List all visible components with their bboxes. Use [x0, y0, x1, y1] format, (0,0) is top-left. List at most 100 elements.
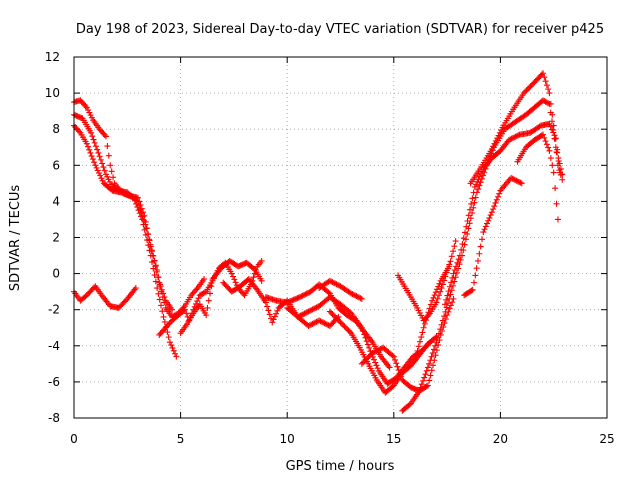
data-point [372, 348, 379, 355]
data-point [312, 319, 319, 326]
data-point [273, 310, 280, 317]
data-point [445, 288, 452, 295]
data-point [444, 300, 451, 307]
data-point [77, 97, 84, 104]
data-point [78, 98, 85, 105]
data-point [389, 352, 396, 359]
data-point [450, 248, 457, 255]
data-point [204, 304, 211, 311]
series-track-18 [467, 70, 566, 187]
data-point [493, 196, 500, 203]
data-point [363, 338, 370, 345]
data-point [470, 204, 477, 211]
data-point [552, 135, 559, 142]
data-point [309, 320, 316, 327]
data-point [466, 206, 473, 213]
data-point [427, 372, 434, 379]
data-point [97, 172, 104, 179]
data-point [496, 129, 503, 136]
data-point [494, 193, 501, 200]
data-point [81, 101, 88, 108]
data-point [454, 259, 461, 266]
data-point [515, 132, 522, 139]
data-point [208, 283, 215, 290]
data-point [513, 177, 520, 184]
data-point [329, 311, 336, 318]
data-point [83, 140, 90, 147]
data-point [139, 216, 146, 223]
data-point [333, 315, 340, 322]
data-point [342, 324, 349, 331]
data-point [554, 216, 561, 223]
data-point [132, 285, 139, 292]
data-point [524, 86, 531, 93]
data-point [474, 178, 481, 185]
data-point [266, 311, 273, 318]
data-point [345, 327, 352, 334]
data-point [346, 328, 353, 335]
data-point [492, 137, 499, 144]
data-point [511, 134, 518, 141]
data-point [305, 308, 312, 315]
data-point [317, 318, 324, 325]
data-point [469, 195, 476, 202]
data-point [396, 370, 403, 377]
data-point [469, 210, 476, 217]
data-point [435, 283, 442, 290]
data-point [475, 257, 482, 264]
data-point [373, 347, 380, 354]
x-tick-label: 5 [177, 432, 185, 446]
data-point [97, 127, 104, 134]
data-point [164, 329, 171, 336]
y-tick-label: -6 [48, 375, 60, 389]
data-point [543, 141, 550, 148]
data-point [364, 341, 371, 348]
data-point [99, 177, 106, 184]
data-point [419, 329, 426, 336]
data-point [201, 276, 208, 283]
data-point [300, 292, 307, 299]
data-point [480, 229, 487, 236]
data-point [91, 159, 98, 166]
data-point [101, 131, 108, 138]
data-point [431, 346, 438, 353]
data-point [420, 324, 427, 331]
data-point [267, 315, 274, 322]
data-point [304, 309, 311, 316]
data-point [477, 243, 484, 250]
data-point [450, 270, 457, 277]
data-point [76, 128, 83, 135]
data-point [92, 143, 99, 150]
data-point [85, 143, 92, 150]
data-point [473, 265, 480, 272]
data-point [269, 319, 276, 326]
data-point [446, 305, 453, 312]
data-point [505, 137, 512, 144]
data-point [473, 181, 480, 188]
data-point [258, 277, 265, 284]
data-point [333, 281, 340, 288]
data-point [471, 183, 478, 190]
data-point [350, 291, 357, 298]
data-point [422, 371, 429, 378]
data-point [552, 135, 559, 142]
data-point [147, 252, 154, 259]
data-point [555, 158, 562, 165]
y-tick-label: -2 [48, 303, 60, 317]
data-point [547, 100, 554, 107]
data-point [198, 291, 205, 298]
data-point [547, 155, 554, 162]
data-point [476, 250, 483, 257]
data-point [435, 330, 442, 337]
data-point [156, 296, 163, 303]
data-point [540, 131, 547, 138]
data-point [169, 306, 176, 313]
data-point [423, 367, 430, 374]
data-point [105, 152, 112, 159]
data-point [82, 103, 89, 110]
data-point [165, 334, 172, 341]
series-track-16 [441, 120, 564, 308]
data-point [423, 383, 430, 390]
data-point [446, 263, 453, 270]
